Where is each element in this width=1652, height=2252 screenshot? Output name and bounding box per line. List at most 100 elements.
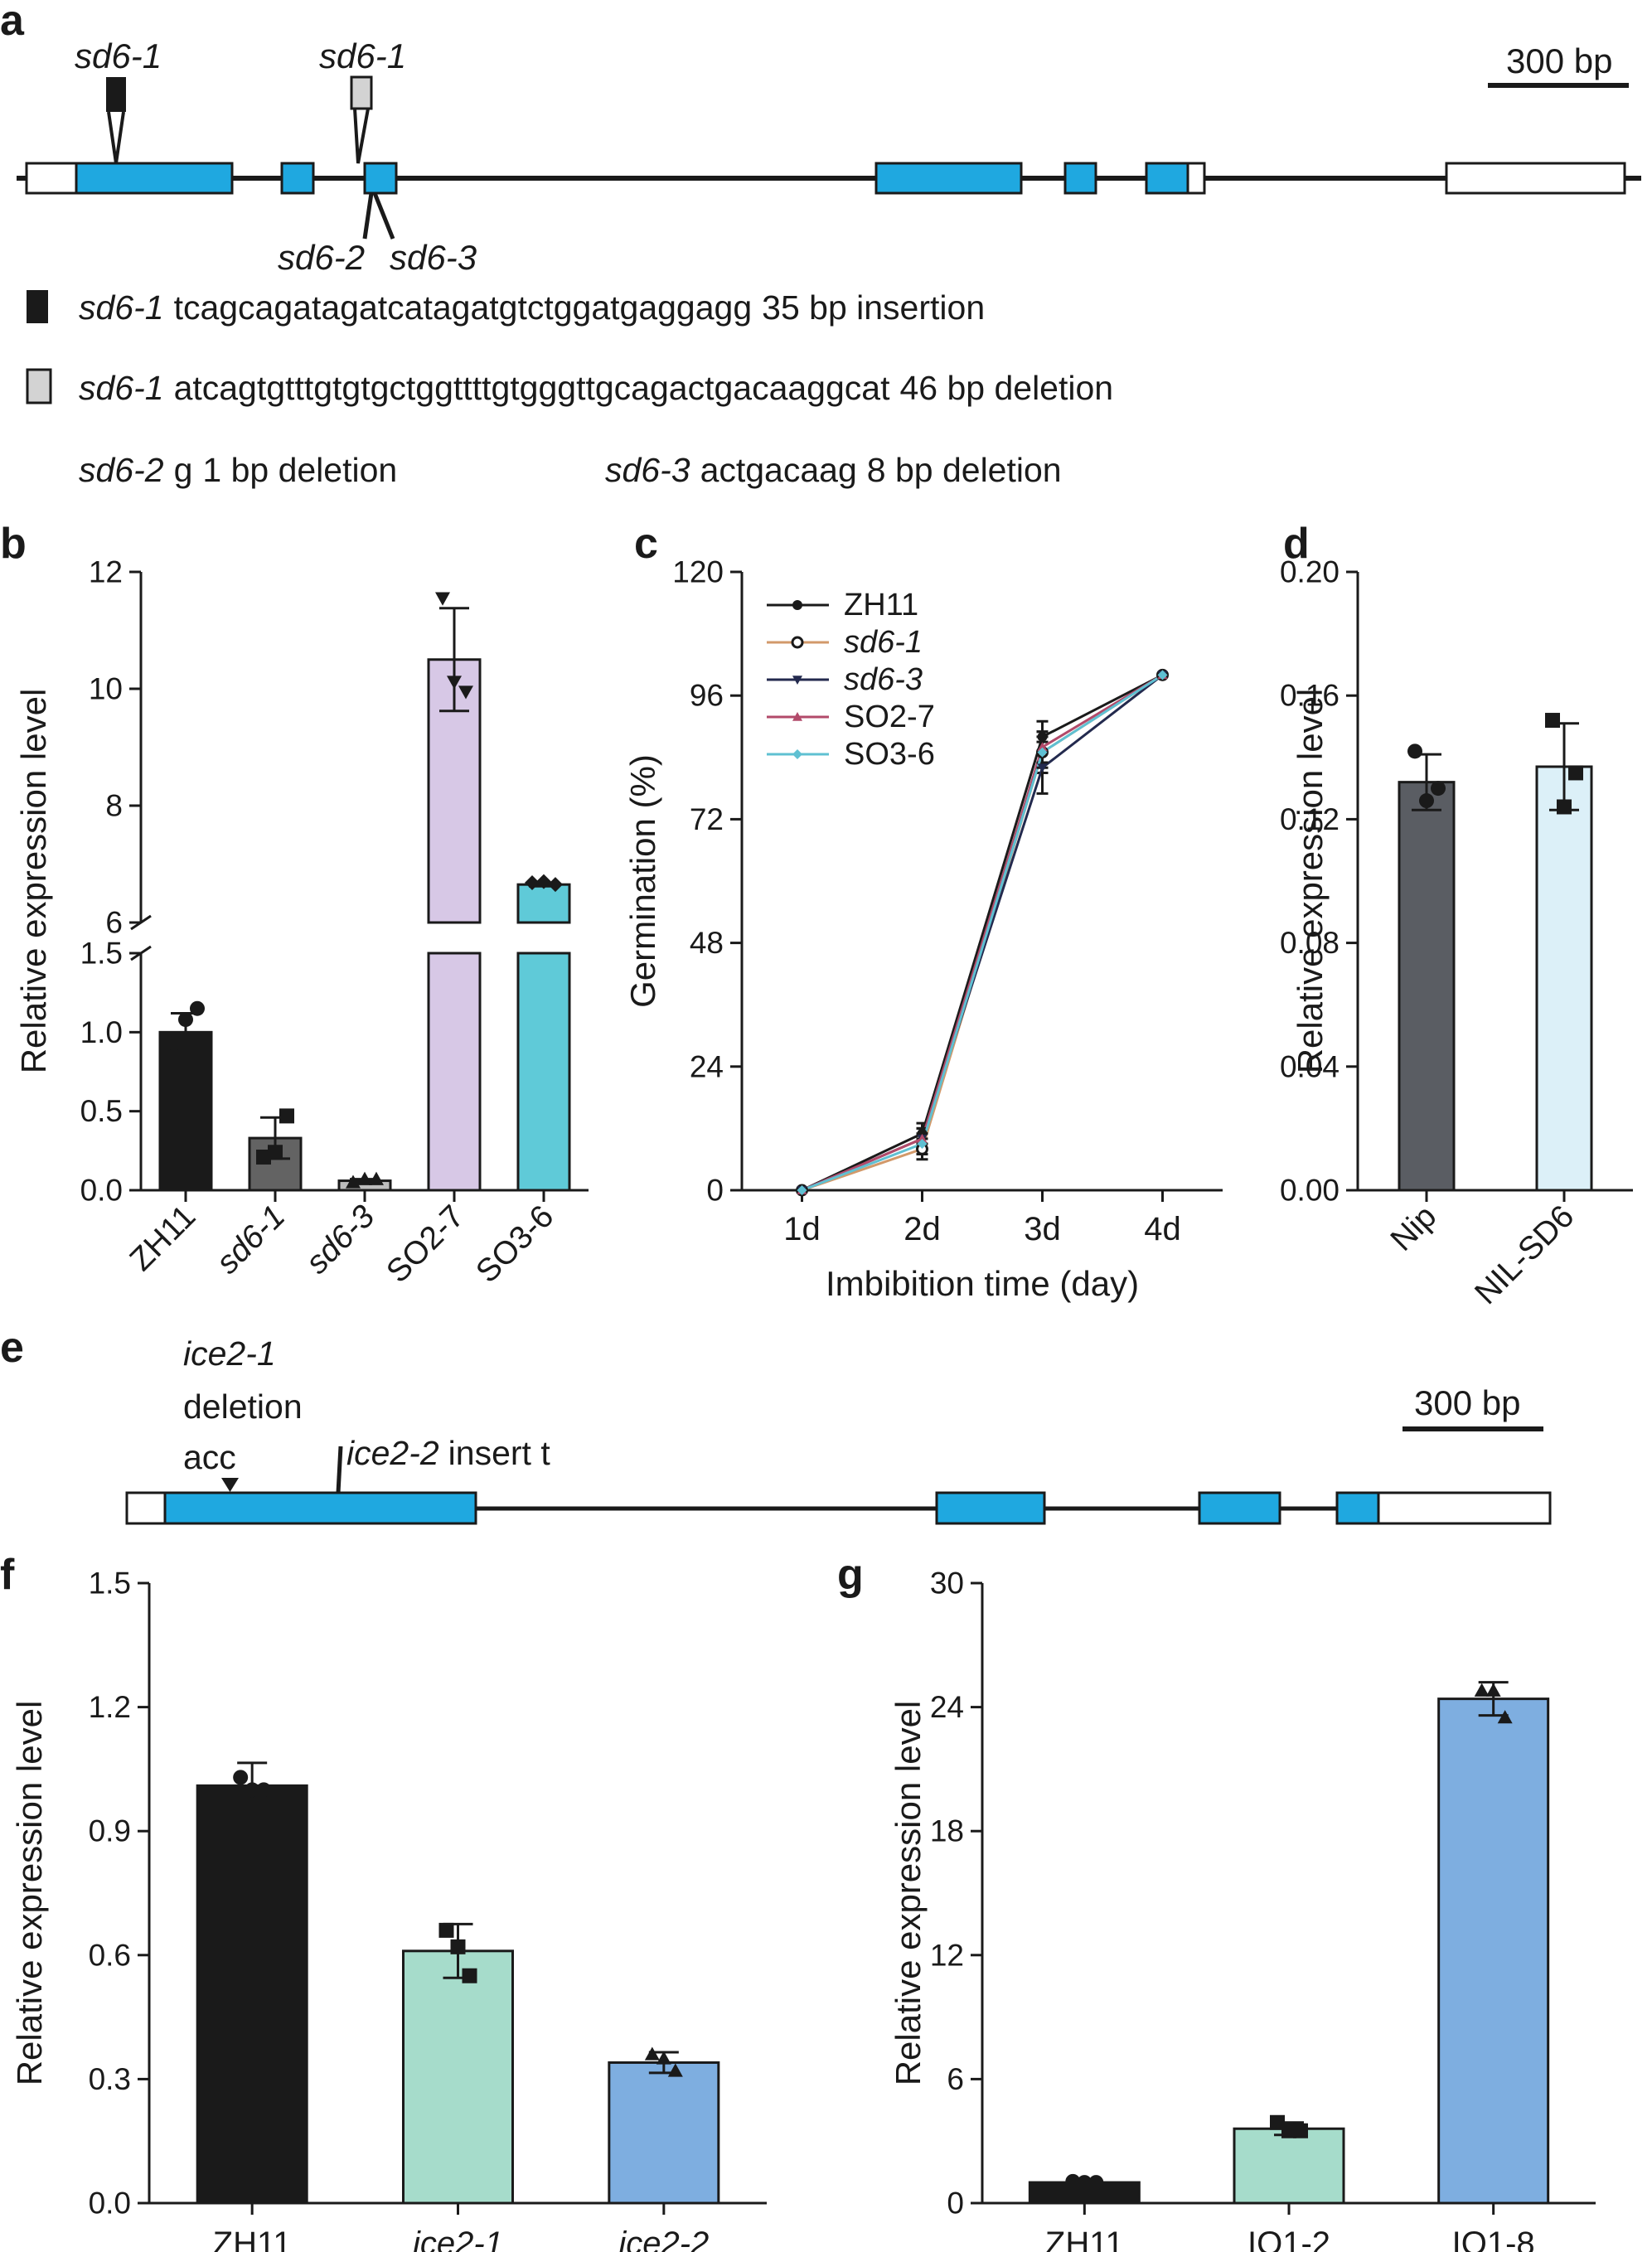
y-tick-label: 96 — [690, 679, 724, 713]
top-label-deletion: sd6-1 — [319, 36, 406, 75]
x-tick-label: IO1-8 — [1452, 2225, 1535, 2252]
exon-e-4 — [1335, 1491, 1380, 1525]
exon-e-2 — [935, 1491, 1046, 1525]
bar-SO2-7-lower — [427, 952, 482, 1192]
data-point-ice2-2 — [667, 2063, 683, 2077]
y-tick-label: 30 — [930, 1567, 964, 1601]
panel-a-legend: sd6-1 tcagcagatagatcatagatgtctggatgaggagg… — [26, 288, 1113, 489]
data-point-ice2-2 — [656, 2051, 671, 2065]
legend-3-sequence: g — [174, 451, 193, 489]
y-axis-label: Relative expression level — [889, 1701, 928, 2086]
x-tick-label: Nip — [1384, 1199, 1444, 1258]
insert-label-e: ice2-2 insert t — [346, 1434, 550, 1472]
sd6-2-pointer — [362, 192, 374, 240]
data-point-sd6-3 — [369, 1171, 384, 1185]
y-tick-label: 6 — [947, 2062, 964, 2096]
series-line-SO3-6 — [801, 674, 1164, 1192]
bar-ZH11 — [196, 1784, 308, 2205]
y-tick-label: 0.00 — [1280, 1174, 1340, 1208]
y-tick-label: 0.12 — [1280, 802, 1340, 836]
data-point-Nip — [1407, 743, 1422, 759]
y-tick-label: 48 — [690, 926, 724, 960]
data-point-ice2-1 — [450, 1939, 466, 1954]
bottom-label-sd6-3: sd6-3 — [390, 238, 477, 277]
y-tick-label: 0.08 — [1280, 926, 1340, 960]
chart-d: 0.00 0.04 0.08 0.12 0.16 0.20 Relative express… — [1280, 555, 1633, 1311]
x-tick-label: ice2-1 — [413, 2225, 503, 2252]
legend-line-1: sd6-1 tcagcagatagatcatagatgtctggatgaggagg… — [79, 288, 985, 327]
bar-IO1-8 — [1437, 1697, 1550, 2205]
deletion-wedge — [353, 108, 370, 164]
legend-marker-sd6-1 — [791, 636, 804, 649]
y-tick-label: 0.3 — [89, 2062, 131, 2096]
bar-ZH11 — [158, 1030, 213, 1192]
legend-4-allele: sd6-3 — [605, 451, 690, 489]
data-point-SO2-7 — [917, 1133, 928, 1143]
data-point-sd6-1 — [279, 1108, 294, 1124]
legend-marker-grey — [26, 368, 52, 404]
data-point-SO2-7 — [1037, 742, 1048, 752]
y-axis-label: Relative expression level — [14, 689, 53, 1074]
insert-t-label: insert t — [448, 1434, 551, 1472]
legend-2-sequence: atcagtgtttgtgtgctggttttgtgggttgcagactgac… — [174, 369, 891, 407]
y-tick-label: 1.2 — [89, 1690, 131, 1724]
panel-a-gene-model: sd6-1 sd6-1 sd6-2 sd6-3 300 bp — [17, 36, 1641, 277]
data-point-SO3-6 — [797, 1185, 807, 1195]
x-tick-label: NIL-SD6 — [1468, 1199, 1581, 1311]
legend-2-description: 46 bp deletion — [899, 369, 1113, 407]
y-tick-label: 8 — [105, 789, 123, 823]
bar-ice2-2 — [608, 2061, 720, 2205]
exon-e-3 — [1198, 1491, 1281, 1525]
data-point-SO3-6 — [1037, 747, 1048, 758]
data-point-NIL-SD6 — [1568, 765, 1583, 781]
exon-a-4 — [874, 162, 1023, 195]
panel-label-a: a — [0, 0, 25, 45]
data-point-ZH11 — [233, 1770, 249, 1785]
data-point-IO1-2 — [1281, 2123, 1296, 2138]
data-point-SO3-6 — [1157, 670, 1168, 680]
insertion-wedge — [107, 111, 125, 164]
y-tick-label: 18 — [930, 1814, 964, 1848]
y-tick-label: 0.16 — [1280, 679, 1340, 713]
insertion-marker-black — [106, 77, 126, 112]
x-tick-label: ZH11 — [1045, 2225, 1124, 2252]
data-point-NIL-SD6 — [1557, 799, 1572, 815]
scale-bar-label-e: 300 bp — [1414, 1383, 1520, 1422]
bar-IO1-2 — [1233, 2127, 1345, 2205]
data-point-ice2-1 — [462, 1968, 477, 1983]
data-point-NIL-SD6 — [1545, 713, 1560, 729]
y-tick-label: 0 — [706, 1174, 724, 1208]
panel-label-f: f — [0, 1551, 15, 1599]
legend-4-sequence: actgacaag — [700, 451, 857, 489]
x-tick-label: sd6-3 — [299, 1199, 382, 1281]
legend-1-allele: sd6-1 — [79, 288, 164, 327]
error-bar-SO2-7 — [439, 607, 469, 713]
utr-3-e — [1377, 1491, 1552, 1525]
chart-b: 6 8 10 12 0.0 0.5 1.0 1.5 Relative expression le… — [14, 555, 589, 1290]
data-point-ZH11 — [256, 1782, 272, 1798]
data-point-Nip — [1419, 793, 1434, 809]
panel-e-gene-model: ice2-1 deletion acc ice2-2 insert t 300 b… — [125, 1334, 1552, 1525]
panel-label-d: d — [1283, 520, 1310, 568]
legend-3-description: 1 bp deletion — [202, 451, 397, 489]
data-point-SO2-7 — [435, 592, 450, 606]
data-point-ZH11 — [190, 1000, 205, 1016]
chart-f: 0.0 0.3 0.6 0.9 1.2 1.5 Relative expression le… — [10, 1567, 767, 2252]
legend-marker-SO3-6 — [792, 749, 802, 759]
data-point-ZH11 — [245, 1782, 260, 1798]
y-tick-label: 0.0 — [80, 1174, 123, 1208]
y-tick-label: 0.20 — [1280, 555, 1340, 589]
y-tick-label: 0.9 — [89, 1814, 131, 1848]
x-tick-label: ZH11 — [213, 2225, 292, 2252]
x-tick-label: 4d — [1144, 1211, 1181, 1247]
data-point-SO3-6 — [525, 875, 540, 891]
utr-5-a — [25, 162, 80, 195]
bottom-label-sd6-2: sd6-2 — [278, 238, 365, 277]
legend-label-sd6-1: sd6-1 — [844, 625, 923, 660]
deletion-arrow-e — [221, 1478, 239, 1492]
exon-a-1 — [75, 162, 234, 195]
x-tick-label: 2d — [904, 1211, 941, 1247]
data-point-sd6-3 — [1037, 763, 1048, 773]
panel-label-c: c — [634, 520, 658, 568]
bar-NIL-SD6 — [1535, 765, 1593, 1192]
